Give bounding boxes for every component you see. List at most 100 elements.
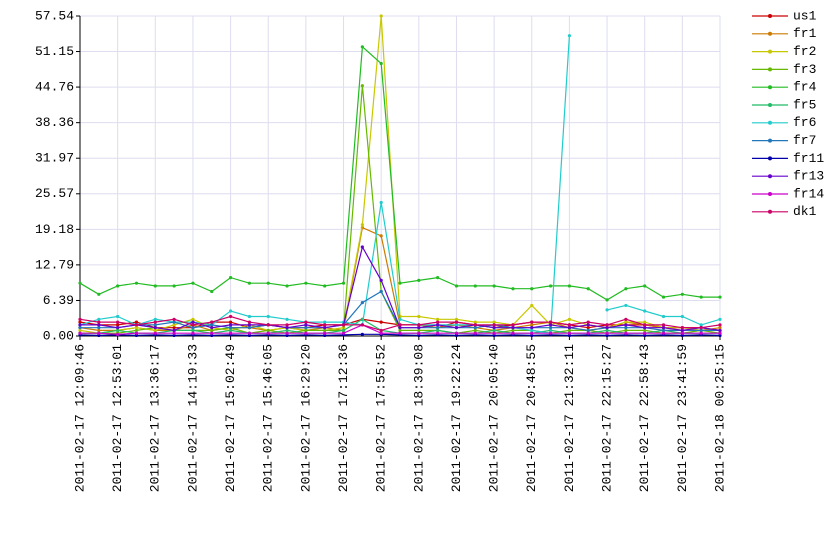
y-tick-label: 19.18 bbox=[35, 222, 74, 237]
legend-label: fr7 bbox=[793, 133, 816, 148]
data-point bbox=[210, 323, 214, 327]
data-point bbox=[643, 333, 647, 338]
legend-marker bbox=[768, 49, 772, 54]
data-point bbox=[643, 284, 647, 288]
data-point bbox=[586, 320, 590, 324]
data-point bbox=[530, 326, 534, 330]
x-tick-label: 2011-02-17 17:12:36 bbox=[336, 344, 351, 492]
data-point bbox=[228, 320, 233, 324]
data-point bbox=[624, 331, 628, 335]
data-point bbox=[454, 284, 459, 288]
data-point bbox=[605, 308, 609, 312]
x-tick-label: 2011-02-17 20:48:55 bbox=[524, 344, 539, 492]
data-point bbox=[492, 331, 496, 335]
data-point bbox=[323, 333, 327, 338]
data-point bbox=[473, 331, 477, 335]
data-point bbox=[116, 284, 120, 288]
data-point bbox=[134, 331, 139, 335]
data-point bbox=[153, 323, 157, 327]
data-point bbox=[718, 333, 722, 338]
data-point bbox=[567, 333, 572, 338]
data-point bbox=[304, 328, 308, 333]
data-point bbox=[680, 328, 684, 333]
data-point bbox=[586, 287, 590, 291]
legend-label: fr3 bbox=[793, 62, 816, 77]
data-point bbox=[172, 284, 176, 288]
data-point bbox=[436, 326, 440, 330]
data-point bbox=[680, 326, 684, 330]
data-point bbox=[134, 326, 139, 330]
y-tick-label: 25.57 bbox=[35, 186, 74, 201]
data-point bbox=[78, 281, 82, 285]
legend-marker bbox=[768, 209, 772, 214]
data-point bbox=[360, 323, 364, 327]
legend-label: fr6 bbox=[793, 115, 816, 130]
data-point bbox=[360, 301, 364, 305]
legend-label: fr13 bbox=[793, 169, 824, 184]
x-tick-label: 2011-02-17 15:02:49 bbox=[223, 344, 238, 492]
data-point bbox=[266, 314, 270, 319]
data-point bbox=[567, 331, 572, 335]
y-tick-label: 38.36 bbox=[35, 115, 74, 130]
data-point bbox=[304, 323, 308, 327]
data-point bbox=[718, 328, 722, 333]
data-point bbox=[680, 292, 684, 296]
data-point bbox=[379, 14, 383, 18]
data-point bbox=[78, 317, 82, 321]
data-point bbox=[530, 333, 534, 338]
data-point bbox=[266, 331, 270, 335]
data-point bbox=[661, 323, 666, 327]
legend-marker bbox=[768, 14, 772, 18]
y-tick-label: 44.76 bbox=[35, 80, 74, 95]
data-point bbox=[548, 323, 553, 327]
data-point bbox=[699, 331, 703, 335]
data-point bbox=[680, 333, 684, 338]
legend-marker bbox=[768, 138, 772, 143]
data-point bbox=[624, 323, 628, 327]
data-point bbox=[586, 323, 590, 327]
data-point bbox=[398, 281, 402, 285]
data-point bbox=[624, 320, 628, 324]
legend-marker bbox=[768, 156, 772, 161]
data-point bbox=[97, 328, 101, 333]
data-point bbox=[210, 328, 214, 333]
data-point bbox=[78, 328, 82, 333]
data-point bbox=[605, 326, 609, 330]
data-point bbox=[360, 45, 364, 49]
data-point bbox=[548, 320, 553, 324]
data-point bbox=[323, 320, 327, 324]
data-point bbox=[454, 331, 459, 335]
data-point bbox=[134, 320, 139, 324]
data-point bbox=[511, 326, 515, 330]
data-point bbox=[116, 323, 120, 327]
data-point bbox=[116, 328, 120, 333]
y-tick-label: 6.39 bbox=[43, 293, 74, 308]
data-point bbox=[228, 326, 233, 330]
data-point bbox=[341, 281, 346, 285]
data-point bbox=[492, 326, 496, 330]
data-point bbox=[172, 317, 176, 321]
x-tick-label: 2011-02-17 16:29:20 bbox=[298, 344, 313, 492]
data-point bbox=[643, 320, 647, 324]
data-point bbox=[285, 333, 289, 338]
legend-marker bbox=[768, 103, 772, 107]
legend-marker bbox=[768, 174, 772, 179]
legend-label: us1 bbox=[793, 8, 817, 23]
data-point bbox=[266, 281, 270, 285]
data-point bbox=[323, 326, 327, 330]
data-point bbox=[134, 281, 139, 285]
data-point bbox=[661, 314, 666, 319]
data-point bbox=[172, 326, 176, 330]
data-point bbox=[379, 289, 383, 294]
data-point bbox=[341, 323, 346, 327]
data-point bbox=[661, 295, 666, 299]
data-point bbox=[191, 328, 195, 333]
x-tick-label: 2011-02-17 12:53:01 bbox=[110, 344, 125, 492]
data-point bbox=[661, 331, 666, 335]
data-point bbox=[116, 332, 120, 336]
x-tick-label: 2011-02-17 22:15:27 bbox=[599, 344, 614, 492]
data-point bbox=[323, 331, 327, 335]
data-point bbox=[567, 328, 572, 333]
x-tick-label: 2011-02-17 18:39:08 bbox=[411, 344, 426, 492]
